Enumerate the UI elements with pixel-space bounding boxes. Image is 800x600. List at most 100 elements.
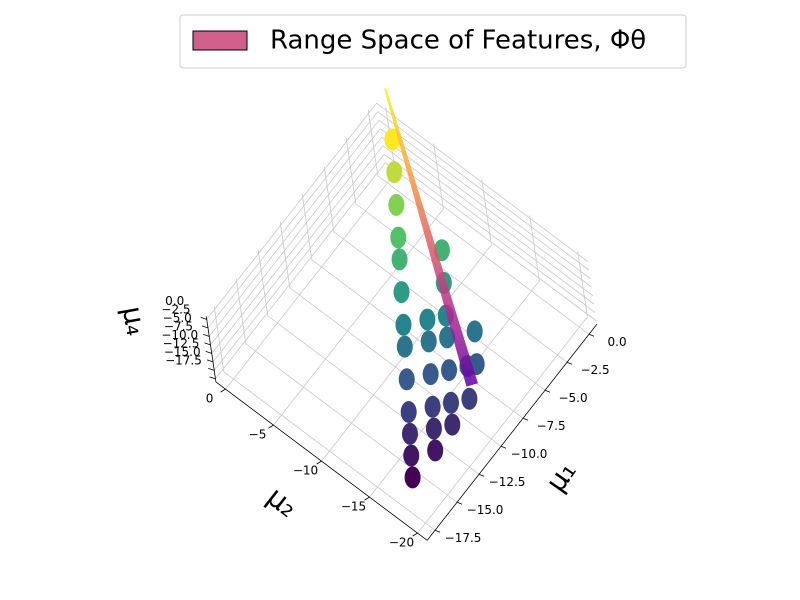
z-tick (201, 325, 209, 329)
x-tick-label: −17.5 (445, 531, 482, 545)
point (400, 401, 417, 423)
point (388, 193, 405, 216)
x-tick (456, 501, 463, 505)
x-tick (522, 417, 529, 421)
grid-line (369, 280, 540, 498)
legend-patch (192, 30, 248, 51)
y-tick (364, 496, 370, 501)
grid-line (381, 136, 594, 296)
z-tick (209, 376, 216, 380)
x-tick-label: −5.0 (558, 391, 587, 405)
point (441, 359, 458, 382)
grid-line (378, 119, 591, 279)
grid-line (257, 250, 269, 316)
point (401, 422, 418, 445)
y-tick-label: −5 (249, 428, 267, 442)
x-axis-label: μ₁ (539, 455, 583, 498)
y-tick (220, 388, 226, 393)
point (427, 439, 444, 462)
x-tick-label: −15.0 (467, 503, 504, 517)
grid-line (235, 278, 247, 344)
z-tick-label: −5.0 (163, 311, 192, 325)
point (398, 368, 415, 391)
grid-line (273, 208, 444, 426)
point (466, 320, 483, 343)
grid-line (383, 153, 596, 313)
z-tick (200, 317, 207, 320)
x-tick-label: 0.0 (608, 335, 627, 349)
point (420, 330, 437, 353)
point (419, 308, 436, 331)
legend: Range Space of Features, Φθ (179, 14, 687, 69)
grid-line (376, 102, 589, 262)
grid-line (577, 251, 588, 318)
z-tick-label: 0.0 (165, 294, 184, 308)
z-axis-label: μ₄ (116, 304, 154, 338)
grid-line (206, 102, 377, 320)
grid-line (210, 128, 381, 346)
grid-line (385, 162, 597, 322)
legend-box (179, 14, 687, 69)
y-tick (412, 532, 418, 537)
x-tick-label: −7.5 (536, 419, 565, 433)
axis-line (205, 316, 217, 382)
grid-line (213, 306, 225, 372)
marks (384, 88, 485, 489)
y-tick (268, 424, 274, 429)
x-tick (500, 445, 507, 449)
point (439, 326, 456, 349)
point (425, 417, 442, 440)
grid-line (279, 222, 291, 288)
grid-line (417, 316, 588, 534)
z-tick (204, 342, 211, 346)
grid-line (213, 153, 385, 371)
point (424, 395, 441, 418)
grid-line (225, 172, 396, 390)
y-axis-label: μ₂ (261, 480, 304, 524)
point (404, 466, 421, 489)
surface (384, 88, 478, 387)
x-tick (478, 473, 485, 477)
point (390, 226, 407, 249)
grid-line (367, 110, 379, 176)
z-tick-label: −12.5 (163, 336, 200, 350)
point (422, 363, 439, 386)
x-tick-label: −10.0 (511, 447, 548, 461)
z-tick-label: −10.0 (161, 328, 198, 342)
grid-line (382, 145, 595, 305)
grid-line (323, 166, 335, 232)
x-tick (544, 389, 551, 393)
point (443, 391, 459, 414)
y-tick-label: −15 (341, 500, 366, 514)
y-tick (316, 460, 322, 465)
grid-line (212, 145, 384, 363)
y-tick-label: −20 (389, 536, 414, 550)
grid-line (529, 215, 540, 282)
grid-line (433, 143, 444, 210)
point (393, 281, 410, 304)
z-tick-label: −2.5 (161, 302, 190, 316)
z-tick-label: −17.5 (165, 353, 202, 367)
point (396, 335, 413, 358)
x-tick (434, 529, 441, 533)
grid-line (301, 194, 313, 260)
y-tick-label: −10 (293, 464, 318, 478)
point (461, 387, 478, 410)
grid-line (211, 136, 382, 354)
z-tick (203, 334, 210, 337)
grid-line (481, 179, 492, 246)
point (403, 444, 420, 467)
grid-line (377, 111, 590, 271)
z-tick-label: −7.5 (164, 319, 193, 333)
grid-line (208, 119, 380, 337)
grid-line (207, 111, 379, 329)
x-tick-label: −12.5 (489, 475, 526, 489)
x-tick (566, 361, 573, 365)
grid-line (345, 138, 357, 204)
labels: 0.0−2.5−5.0−7.5−10.0−12.5−15.0−17.50−5−1… (116, 294, 627, 550)
grid-line (380, 128, 592, 288)
z-tick (206, 359, 214, 363)
legend-label: Range Space of Features, Φθ (270, 26, 646, 56)
point (386, 161, 403, 184)
